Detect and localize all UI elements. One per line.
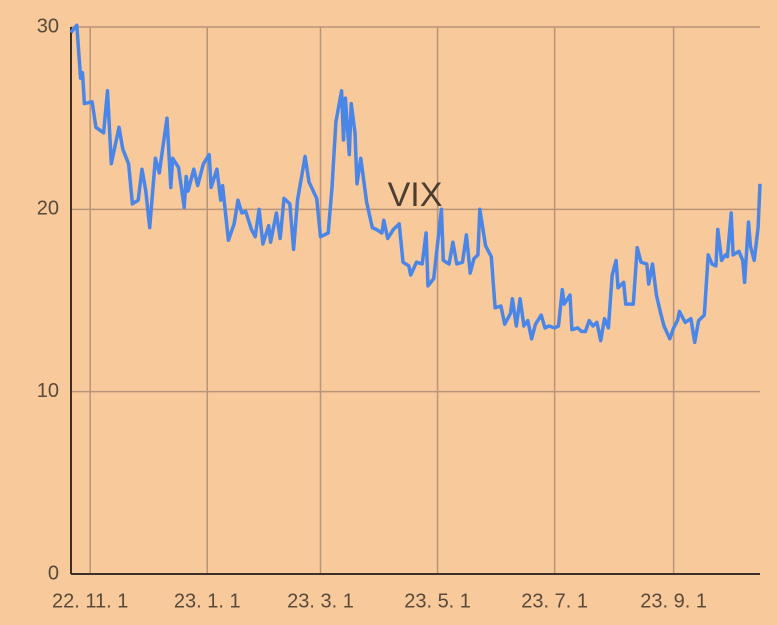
x-tick-label: 23. 3. 1	[287, 590, 354, 612]
x-tick-label: 23. 1. 1	[174, 590, 241, 612]
y-tick-label: 20	[37, 198, 59, 220]
x-tick-label: 23. 9. 1	[640, 590, 707, 612]
x-tick-label: 23. 5. 1	[404, 590, 471, 612]
y-tick-label: 0	[48, 562, 59, 584]
chart-title: VIX	[388, 176, 443, 214]
data-line	[69, 23, 762, 345]
y-tick-label: 10	[37, 380, 59, 402]
x-tick-label: 23. 7. 1	[521, 590, 588, 612]
x-tick-label: 22. 11. 1	[52, 590, 128, 612]
y-tick-label: 30	[37, 15, 59, 37]
